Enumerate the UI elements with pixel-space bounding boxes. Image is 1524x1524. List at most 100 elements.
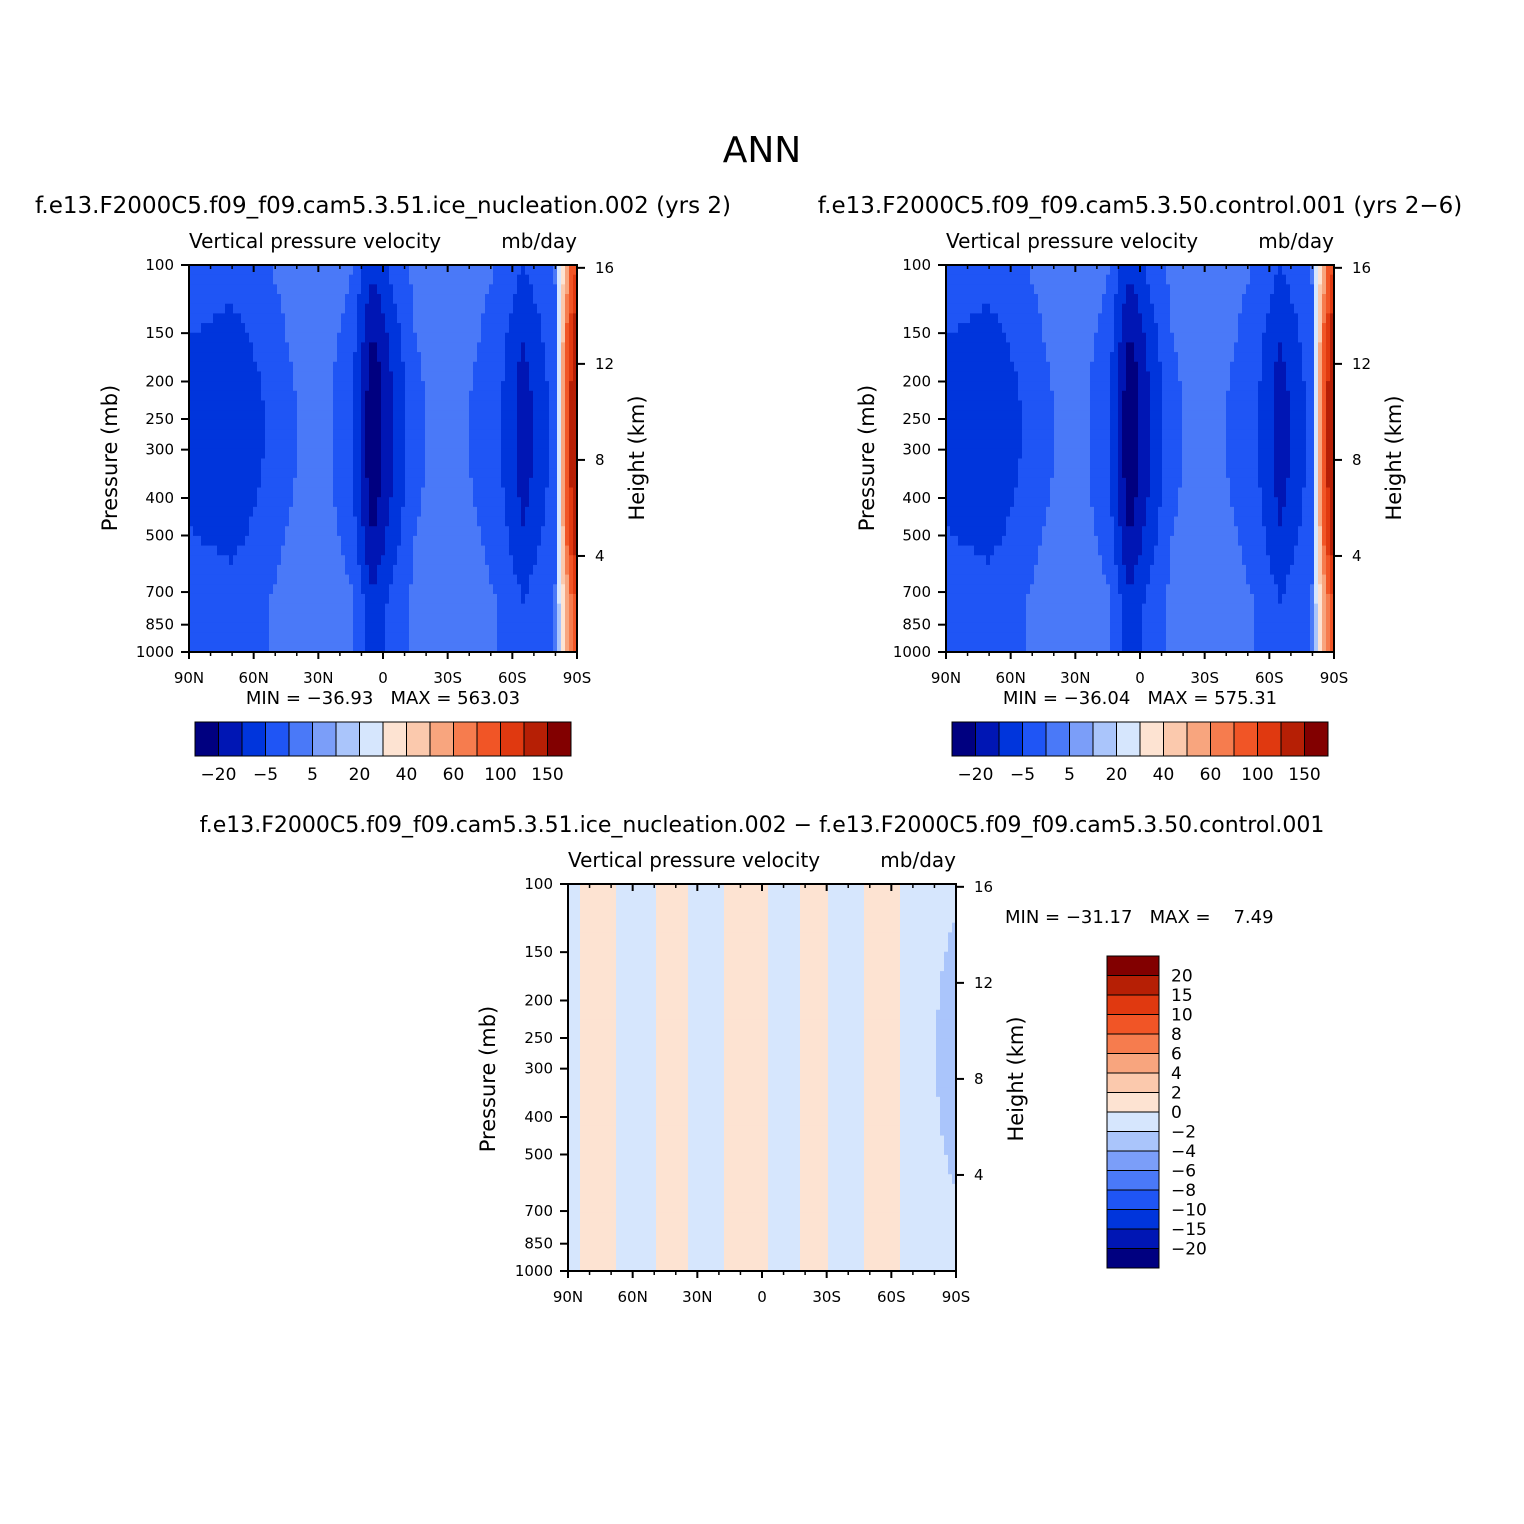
contour-cell (345, 352, 350, 363)
contour-cell (505, 613, 510, 624)
contour-cell (297, 506, 302, 518)
contour-cell (253, 603, 258, 614)
contour-cell (505, 593, 510, 605)
contour-cell (573, 381, 577, 392)
contour-cell (569, 603, 574, 614)
contour-cell (409, 613, 414, 624)
contour-cell (553, 429, 558, 440)
contour-cell (545, 313, 550, 324)
contour-cell (409, 603, 414, 614)
contour-cell (201, 526, 206, 537)
contour-cell (493, 487, 498, 498)
contour-cell (257, 265, 262, 276)
contour-cell (261, 284, 266, 295)
contour-cell (189, 622, 194, 634)
contour-cell (537, 265, 542, 276)
contour-cell (197, 564, 202, 576)
contour-cell (962, 584, 967, 595)
contour-cell (962, 284, 967, 295)
contour-cell (1018, 613, 1023, 624)
contour-cell (561, 477, 566, 489)
contour-cell (421, 632, 426, 643)
contour-cell (413, 574, 418, 585)
contour-cell (998, 468, 1003, 479)
contour-cell (453, 313, 458, 324)
contour-cell (505, 497, 510, 508)
contour-cell (325, 497, 330, 508)
contour-cell (557, 613, 562, 624)
contour-cell (974, 323, 979, 334)
contour-cell (429, 294, 434, 305)
contour-cell (990, 439, 995, 450)
contour-cell (341, 332, 346, 344)
contour-cell (457, 265, 462, 276)
contour-cell (373, 468, 378, 479)
contour-cell (529, 603, 534, 614)
contour-cell (954, 613, 959, 624)
contour-cell (333, 574, 338, 585)
contour-cell (237, 613, 242, 624)
contour-cell (441, 284, 446, 295)
contour-cell (225, 622, 230, 634)
contour-cell (962, 303, 967, 314)
contour-cell (533, 410, 538, 421)
contour-cell (950, 545, 955, 556)
contour-cell (385, 564, 390, 576)
contour-cell (509, 506, 514, 518)
contour-cell (1030, 274, 1035, 285)
contour-cell (962, 323, 967, 334)
contour-cell (1006, 642, 1011, 652)
contour-cell (401, 294, 406, 305)
contour-cell (193, 265, 198, 276)
contour-cell (237, 458, 242, 469)
contour-cell (225, 284, 230, 295)
contour-cell (337, 564, 342, 576)
contour-cell (1026, 400, 1031, 411)
contour-cell (417, 622, 422, 634)
contour-cell (217, 632, 222, 643)
contour-cell (233, 439, 238, 450)
contour-cell (986, 419, 991, 431)
contour-cell (361, 342, 366, 353)
contour-cell (413, 458, 418, 469)
contour-cell (982, 584, 987, 595)
contour-cell (241, 313, 246, 324)
contour-cell (529, 419, 534, 431)
contour-cell (998, 342, 1003, 353)
contour-cell (189, 545, 194, 556)
contour-cell (425, 419, 430, 431)
contour-cell (569, 284, 574, 295)
contour-cell (333, 371, 338, 382)
contour-cell (517, 526, 522, 537)
contour-cell (990, 593, 995, 605)
contour-cell (449, 390, 454, 402)
contour-cell (333, 390, 338, 402)
contour-cell (1010, 429, 1015, 440)
contour-cell (329, 545, 334, 556)
contour-cell (237, 526, 242, 537)
contour-cell (954, 516, 959, 527)
contour-cell (513, 284, 518, 295)
contour-cell (958, 526, 963, 537)
contour-cell (301, 584, 306, 595)
panel-1-stats: MIN = −36.93 MAX = 563.03 (246, 688, 520, 709)
contour-cell (573, 516, 577, 527)
contour-cell (285, 419, 290, 431)
contour-cell (361, 294, 366, 305)
contour-cell (1034, 361, 1039, 373)
contour-cell (573, 419, 577, 431)
contour-cell (437, 323, 442, 334)
contour-cell (213, 613, 218, 624)
contour-cell (477, 410, 482, 421)
contour-cell (417, 603, 422, 614)
contour-cell (1014, 584, 1019, 595)
contour-cell (237, 342, 242, 353)
contour-cell (305, 564, 310, 576)
contour-cell (345, 265, 350, 276)
contour-cell (329, 487, 334, 498)
contour-cell (353, 381, 358, 392)
contour-cell (557, 419, 562, 431)
contour-cell (301, 448, 306, 460)
contour-cell (489, 361, 494, 373)
contour-cell (217, 390, 222, 402)
